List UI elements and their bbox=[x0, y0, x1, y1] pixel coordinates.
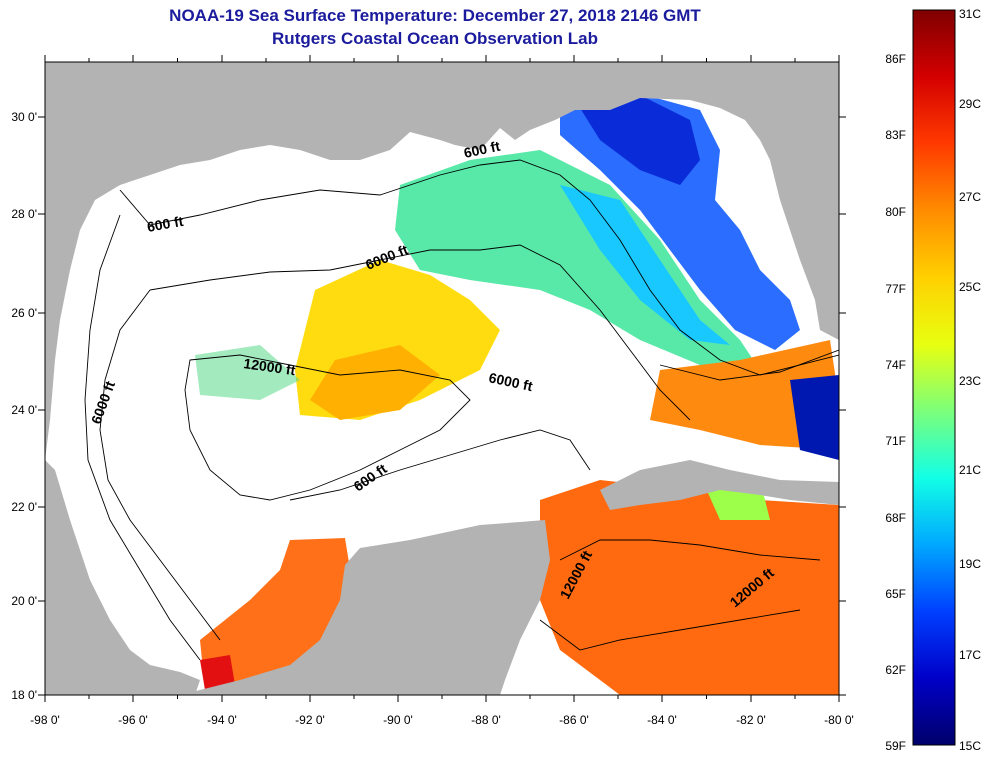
contour-600ft-west bbox=[84, 214, 201, 661]
land-mexico-west bbox=[45, 460, 200, 695]
lon-label: -96 0' bbox=[118, 713, 148, 727]
contour-12000ft bbox=[184, 354, 471, 501]
colorbar-celsius-label: 21C bbox=[959, 463, 981, 477]
sst-very-cold-shelf bbox=[575, 95, 700, 185]
lon-label: -82 0' bbox=[736, 713, 766, 727]
contour-caribbean-a bbox=[559, 539, 821, 561]
colorbar-fahrenheit-label: 86F bbox=[885, 52, 906, 66]
depth-contours bbox=[84, 159, 839, 661]
contour-6000ft-west bbox=[99, 289, 221, 641]
contour-600ft-north bbox=[119, 159, 839, 376]
lon-label: -84 0' bbox=[647, 713, 677, 727]
lat-label: 18 0' bbox=[11, 688, 37, 702]
map-subtitle: Rutgers Coastal Ocean Observation Lab bbox=[272, 29, 598, 48]
contour-florida-straits bbox=[659, 349, 839, 381]
colorbar-fahrenheit-label: 68F bbox=[885, 511, 906, 525]
colorbar-fahrenheit-label: 83F bbox=[885, 128, 906, 142]
lat-label: 30 0' bbox=[11, 110, 37, 124]
contour-caribbean-b bbox=[539, 609, 801, 651]
colorbar-fahrenheit-label: 74F bbox=[885, 358, 906, 372]
contour-label: 600 ft bbox=[462, 138, 501, 161]
lon-label: -92 0' bbox=[295, 713, 325, 727]
sst-west-patch bbox=[195, 345, 300, 400]
colorbar-fahrenheit-label: 71F bbox=[885, 434, 906, 448]
colorbar-labels: 31C 29C 27C 25C 23C 21C 19C 17C 15C 86F 83F 80F 77F 7… bbox=[885, 7, 981, 753]
colorbar-fahrenheit-label: 80F bbox=[885, 205, 906, 219]
map-title: NOAA-19 Sea Surface Temperature: Decembe… bbox=[169, 6, 701, 25]
lat-label: 24 0' bbox=[11, 403, 37, 417]
axis-ticks: 30 0' 28 0' 26 0' 24 0' 22 0' 20 0' 18 0' -98 0… bbox=[11, 55, 854, 727]
colorbar-celsius-label: 29C bbox=[959, 97, 981, 111]
contour-6000ft-north bbox=[149, 244, 691, 421]
lon-label: -88 0' bbox=[471, 713, 501, 727]
sst-cool-band bbox=[560, 185, 730, 345]
lat-label: 28 0' bbox=[11, 207, 37, 221]
sst-bahamas-cold bbox=[790, 375, 839, 460]
colorbar-celsius-label: 25C bbox=[959, 280, 981, 294]
lat-label: 22 0' bbox=[11, 500, 37, 514]
colorbar-fahrenheit-label: 65F bbox=[885, 587, 906, 601]
lat-label: 26 0' bbox=[11, 306, 37, 320]
lat-label: 20 0' bbox=[11, 594, 37, 608]
colorbar-celsius-label: 23C bbox=[959, 374, 981, 388]
colorbar-celsius-label: 19C bbox=[959, 557, 981, 571]
colorbar-celsius-label: 15C bbox=[959, 739, 981, 753]
lon-label: -98 0' bbox=[30, 713, 60, 727]
lon-label: -86 0' bbox=[559, 713, 589, 727]
colorbar-fahrenheit-label: 59F bbox=[885, 739, 906, 753]
colorbar-celsius-label: 17C bbox=[959, 648, 981, 662]
colorbar-fahrenheit-label: 77F bbox=[885, 282, 906, 296]
sst-warm-orange-patch bbox=[310, 345, 440, 420]
colorbar-fahrenheit-label: 62F bbox=[885, 663, 906, 677]
lon-label: -80 0' bbox=[824, 713, 854, 727]
sst-campeche-hot bbox=[200, 655, 235, 690]
land-cuba bbox=[600, 460, 839, 510]
lon-label: -94 0' bbox=[207, 713, 237, 727]
land-yucatan bbox=[180, 520, 550, 695]
colorbar-celsius-label: 27C bbox=[959, 190, 981, 204]
lon-label: -90 0' bbox=[383, 713, 413, 727]
land-north-us bbox=[45, 62, 839, 460]
contour-label: 600 ft bbox=[146, 213, 185, 235]
contour-600ft-yucatan bbox=[289, 429, 591, 501]
contour-label: 12000 ft bbox=[243, 355, 297, 378]
land bbox=[45, 62, 839, 695]
colorbar-celsius-label: 31C bbox=[959, 7, 981, 21]
colorbar-gradient bbox=[912, 9, 956, 746]
